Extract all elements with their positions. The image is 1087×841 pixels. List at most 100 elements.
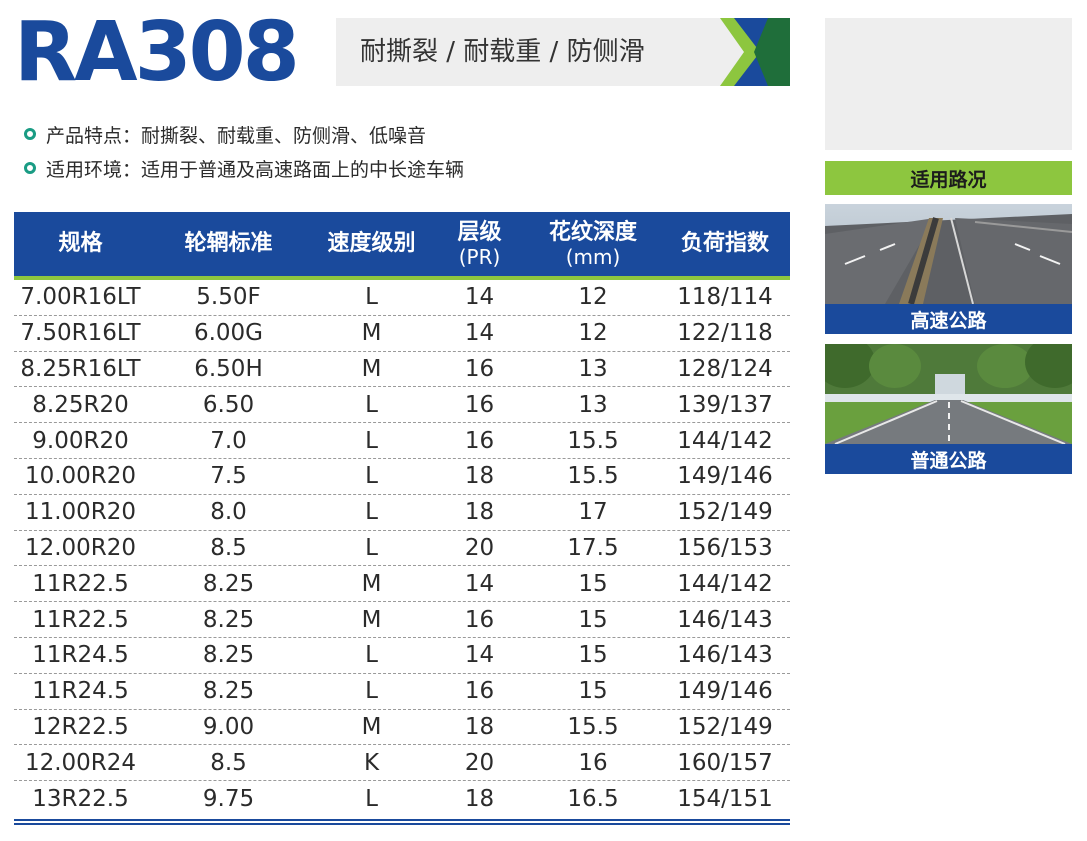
spec-cell: 9.00R20 [32,427,129,454]
speed-cell: M [361,713,382,740]
load-index-cell: 149/146 [677,463,773,490]
table-bottom-rule [14,818,790,825]
rim-cell: 8.5 [210,749,247,776]
feature-text: 产品特点：耐撕裂、耐载重、防侧滑、低噪音 [46,124,427,147]
spec-cell: 11R24.5 [32,642,129,669]
table-row: 8.25R20 6.50 L 16 13 139/137 [14,387,790,424]
ply-cell: 18 [464,713,495,740]
rim-cell: 5.50F [196,284,261,311]
spec-cell: 8.25R16LT [20,355,141,382]
spec-cell: 8.25R20 [32,391,129,418]
speed-cell: M [361,320,382,347]
rim-cell: 8.25 [202,606,255,633]
speed-cell: M [361,606,382,633]
tread-depth-cell: 15 [578,570,608,597]
tagline-bar: 耐撕裂 / 耐载重 / 防侧滑 [336,18,790,86]
highway-caption: 高速公路 [825,304,1072,334]
chevron-logo-icon [720,18,790,86]
table-row: 12.00R24 8.5 K 20 16 160/157 [14,745,790,782]
load-index-cell: 146/143 [677,642,773,669]
header-ply: 层级 (PR) [457,220,502,269]
side-blank-panel [825,18,1072,150]
table-row: 8.25R16LT 6.50H M 16 13 128/124 [14,352,790,388]
table-header: 规格 轮辋标准 速度级别 层级 (PR) 花纹深度 (mm) 负荷指数 [14,212,790,280]
rim-cell: 7.5 [210,463,247,490]
spec-table: 规格 轮辋标准 速度级别 层级 (PR) 花纹深度 (mm) 负荷指数 7.00R1… [14,212,790,825]
tagline: 耐撕裂 / 耐载重 / 防侧滑 [360,37,645,67]
rim-cell: 9.75 [202,786,255,813]
load-index-cell: 144/142 [677,570,773,597]
rim-cell: 9.00 [202,713,255,740]
spec-cell: 7.00R16LT [20,284,141,311]
ply-cell: 16 [464,606,495,633]
header-load-index: 负荷指数 [680,231,769,256]
speed-cell: L [365,391,378,418]
spec-cell: 12.00R24 [24,749,137,776]
ply-cell: 16 [464,427,495,454]
ply-cell: 14 [464,284,495,311]
feature-list: 产品特点：耐撕裂、耐载重、防侧滑、低噪音 适用环境：适用于普通及高速路面上的中长… [24,117,464,185]
ply-cell: 18 [464,499,495,526]
table-row: 7.00R16LT 5.50F L 14 12 118/114 [14,280,790,316]
feature-item: 适用环境：适用于普通及高速路面上的中长途车辆 [24,151,464,185]
ordinary-road-image [825,344,1072,444]
speed-cell: L [365,427,378,454]
speed-cell: L [365,642,378,669]
tread-depth-cell: 13 [578,391,608,418]
bullet-icon [24,128,36,140]
table-row: 11R24.5 8.25 L 14 15 146/143 [14,638,790,674]
tread-depth-cell: 13 [578,355,608,382]
speed-cell: L [365,284,378,311]
spec-cell: 11.00R20 [24,499,137,526]
bullet-icon [24,162,36,174]
speed-cell: M [361,355,382,382]
speed-cell: L [365,678,378,705]
tread-depth-cell: 16.5 [567,786,619,813]
rim-cell: 6.50 [202,391,255,418]
table-row: 9.00R20 7.0 L 16 15.5 144/142 [14,423,790,459]
ply-cell: 16 [464,355,495,382]
table-row: 13R22.5 9.75 L 18 16.5 154/151 [14,781,790,817]
speed-cell: L [365,786,378,813]
table-row: 7.50R16LT 6.00G M 14 12 122/118 [14,316,790,352]
load-index-cell: 122/118 [677,320,773,347]
speed-cell: K [363,749,380,776]
table-row: 11.00R20 8.0 L 18 17 152/149 [14,495,790,531]
speed-cell: L [365,463,378,490]
load-index-cell: 160/157 [677,749,773,776]
tread-depth-cell: 12 [578,320,608,347]
table-row: 11R22.5 8.25 M 14 15 144/142 [14,566,790,603]
tread-depth-cell: 15 [578,606,608,633]
ply-cell: 20 [464,749,495,776]
ply-cell: 16 [464,391,495,418]
speed-cell: L [365,534,378,561]
spec-cell: 11R22.5 [32,570,129,597]
rim-cell: 8.25 [202,678,255,705]
load-index-cell: 152/149 [677,499,773,526]
load-index-cell: 118/114 [677,284,773,311]
spec-cell: 11R24.5 [32,678,129,705]
table-row: 10.00R20 7.5 L 18 15.5 149/146 [14,459,790,495]
table-row: 12.00R20 8.5 L 20 17.5 156/153 [14,531,790,567]
load-index-cell: 146/143 [677,606,773,633]
ply-cell: 18 [464,786,495,813]
tread-depth-cell: 15.5 [567,713,619,740]
spec-cell: 12R22.5 [32,713,129,740]
feature-text: 适用环境：适用于普通及高速路面上的中长途车辆 [46,158,465,181]
tread-depth-cell: 15 [578,678,608,705]
header-rim: 轮辋标准 [184,231,273,256]
table-row: 11R22.5 8.25 M 16 15 146/143 [14,602,790,638]
tread-depth-cell: 16 [578,749,608,776]
rim-cell: 7.0 [210,427,247,454]
table-body: 7.00R16LT 5.50F L 14 12 118/114 7.50R16LT 6.00G… [14,280,790,817]
header-speed: 速度级别 [327,231,416,256]
rim-cell: 8.5 [210,534,247,561]
road-conditions-heading: 适用路况 [825,161,1072,195]
tread-depth-cell: 15.5 [567,427,619,454]
table-row: 11R24.5 8.25 L 16 15 149/146 [14,674,790,710]
spec-cell: 13R22.5 [32,786,129,813]
ply-cell: 20 [464,534,495,561]
load-index-cell: 149/146 [677,678,773,705]
speed-cell: M [361,570,382,597]
feature-item: 产品特点：耐撕裂、耐载重、防侧滑、低噪音 [24,117,464,151]
